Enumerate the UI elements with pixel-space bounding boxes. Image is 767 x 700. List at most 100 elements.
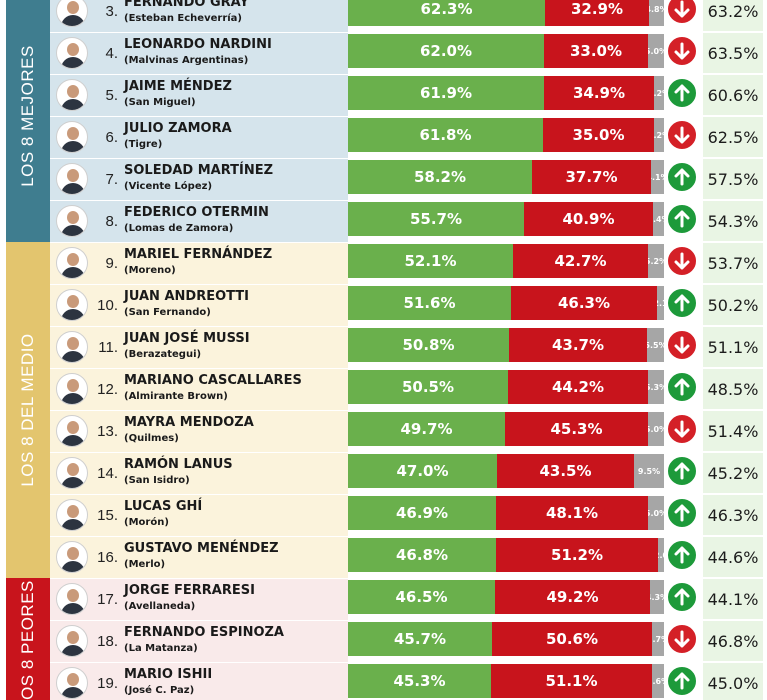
disapprove-bar-label: 35.0%: [572, 126, 625, 144]
approve-bar-label: 62.0%: [419, 42, 473, 60]
nsnc-bar-label: 4.1%: [651, 172, 664, 182]
previous-value: 57.5%: [703, 159, 763, 200]
avatar-head: [67, 295, 79, 308]
disapprove-bar: 35.0%: [543, 118, 654, 152]
disapprove-bar: 43.7%: [509, 328, 647, 362]
mayor-name: MARIANO CASCALLARES: [124, 373, 302, 388]
row-divider: [50, 326, 348, 327]
group-label: LOS 8 DEL MEDIO: [18, 333, 37, 487]
arrow-up-icon: [667, 540, 697, 570]
avatar-head: [67, 85, 79, 98]
disapprove-bar-label: 49.2%: [546, 588, 599, 606]
avatar-head: [67, 421, 79, 434]
nsnc-bar: 5.0%: [648, 412, 664, 446]
disapprove-bar-label: 44.2%: [551, 378, 605, 396]
municipality-name: (Quilmes): [124, 433, 179, 444]
disapprove-bar: 34.9%: [544, 76, 654, 110]
approve-bar: 46.5%: [348, 580, 495, 614]
previous-value: 48.5%: [703, 369, 763, 410]
disapprove-bar-label: 43.5%: [539, 462, 592, 480]
approve-bar: 61.8%: [348, 118, 543, 152]
municipality-name: (Lomas de Zamora): [124, 223, 234, 234]
avatar-body: [61, 519, 85, 530]
mayor-name: JAIME MÉNDEZ: [124, 79, 232, 94]
municipality-name: (Almirante Brown): [124, 391, 228, 402]
previous-value: 45.0%: [703, 663, 763, 700]
approve-bar: 50.5%: [348, 370, 508, 404]
arrow-up-icon-glyph: [674, 462, 690, 480]
avatar-head: [67, 379, 79, 392]
approve-bar: 45.3%: [348, 664, 491, 698]
disapprove-bar-label: 46.3%: [557, 294, 611, 312]
avatar: [56, 373, 88, 405]
nsnc-bar: 5.0%: [648, 496, 664, 530]
approve-bar-label: 46.8%: [395, 546, 449, 564]
row-divider: [50, 32, 348, 33]
row-divider: [50, 368, 348, 369]
nsnc-bar: 3.7%: [652, 622, 664, 656]
row-divider: [50, 116, 348, 117]
arrow-down-icon-glyph: [674, 420, 690, 438]
nsnc-bar: 5.0%: [648, 34, 664, 68]
avatar: [56, 0, 88, 27]
municipality-name: (Merlo): [124, 559, 166, 570]
rank-number: 3.: [105, 3, 118, 20]
arrow-up-icon-glyph: [674, 294, 690, 312]
row-divider: [50, 74, 348, 75]
avatar: [56, 37, 88, 69]
nsnc-bar-label: 3.7%: [652, 634, 664, 644]
avatar: [56, 667, 88, 699]
approve-bar-label: 50.8%: [402, 336, 455, 354]
nsnc-bar-label: 5.0%: [648, 508, 664, 518]
mayor-name: MARIEL FERNÁNDEZ: [124, 247, 273, 262]
nsnc-bar-label: 5.5%: [647, 340, 664, 350]
mayor-name: FEDERICO OTERMIN: [124, 205, 269, 220]
approve-bar-label: 46.5%: [395, 588, 448, 606]
arrow-up-icon: [667, 372, 697, 402]
row-divider: [50, 200, 348, 201]
mayor-name: JULIO ZAMORA: [124, 121, 232, 136]
municipality-name: (La Matanza): [124, 643, 198, 654]
mayor-name: FERNANDO GRAY: [124, 0, 249, 10]
disapprove-bar-label: 51.2%: [550, 546, 604, 564]
rank-number: 8.: [105, 213, 118, 230]
disapprove-bar-label: 34.9%: [572, 84, 626, 102]
avatar-head: [67, 673, 79, 686]
arrow-down-icon: [667, 414, 697, 444]
previous-value: 51.1%: [703, 327, 763, 368]
row-divider: [50, 578, 348, 579]
row-divider: [50, 620, 348, 621]
disapprove-bar: 43.5%: [497, 454, 634, 488]
disapprove-bar: 33.0%: [544, 34, 648, 68]
disapprove-bar-label: 50.6%: [545, 630, 599, 648]
avatar-body: [61, 393, 85, 404]
avatar-head: [67, 463, 79, 476]
avatar-body: [61, 687, 85, 698]
arrow-down-icon: [667, 0, 697, 24]
municipality-name: (Tigre): [124, 139, 163, 150]
disapprove-bar-label: 48.1%: [545, 504, 599, 522]
arrow-down-icon: [667, 36, 697, 66]
avatar: [56, 289, 88, 321]
disapprove-bar: 51.1%: [491, 664, 652, 698]
arrow-down-icon: [667, 624, 697, 654]
approve-bar: 46.8%: [348, 538, 496, 572]
disapprove-bar-label: 37.7%: [565, 168, 618, 186]
approve-bar-label: 47.0%: [396, 462, 449, 480]
previous-value: 50.2%: [703, 285, 763, 326]
avatar-body: [61, 267, 85, 278]
previous-value: 44.6%: [703, 537, 763, 578]
nsnc-bar: 4.8%: [649, 0, 664, 26]
nsnc-bar-label: 5.0%: [648, 424, 664, 434]
mayor-name: JUAN ANDREOTTI: [124, 289, 250, 304]
nsnc-bar-label: 5.2%: [648, 256, 664, 266]
group-tab: LOS 8 PEORES: [6, 578, 50, 700]
approve-bar-label: 45.3%: [393, 672, 446, 690]
approve-bar-label: 52.1%: [404, 252, 457, 270]
municipality-name: (San Fernando): [124, 307, 211, 318]
nsnc-bar: 9.5%: [634, 454, 664, 488]
disapprove-bar-label: 32.9%: [570, 0, 624, 18]
avatar-body: [61, 15, 85, 26]
rank-number: 12.: [97, 381, 118, 398]
nsnc-bar: 2.0: [658, 538, 664, 572]
